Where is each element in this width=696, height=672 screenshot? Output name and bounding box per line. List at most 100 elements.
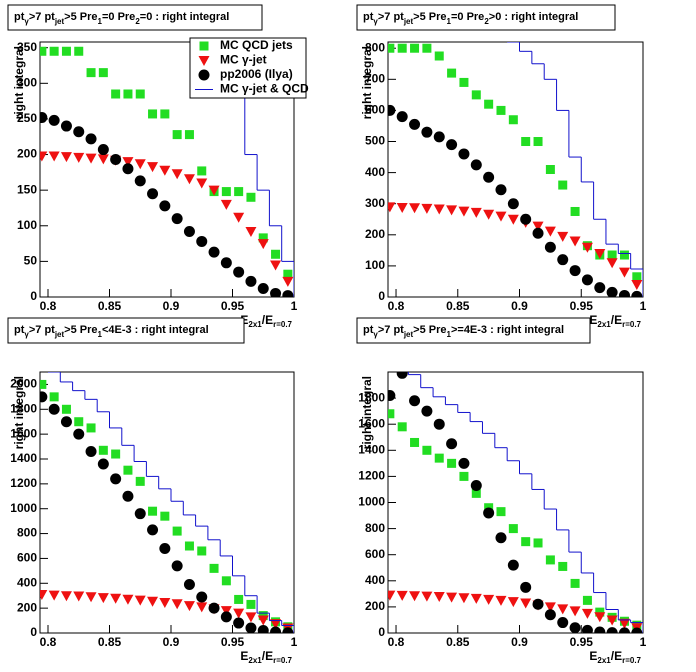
square-marker xyxy=(397,422,407,432)
y-axis-label: right integral xyxy=(12,376,26,449)
square-marker xyxy=(508,524,518,534)
chart-title: ptγ>7 ptjet>5 Pre1=0 Pre2>0 : right inte… xyxy=(363,11,578,26)
square-marker xyxy=(74,417,84,427)
triangle-marker xyxy=(73,591,85,602)
y-tick-label: 1200 xyxy=(10,476,37,490)
y-tick-label: 100 xyxy=(365,258,385,272)
square-marker xyxy=(459,471,469,481)
y-tick-label: 350 xyxy=(17,40,37,54)
circle-marker xyxy=(446,438,458,450)
x-tick-label: 0.8 xyxy=(388,299,405,313)
triangle-marker xyxy=(134,159,146,170)
triangle-marker xyxy=(40,589,48,600)
circle-marker xyxy=(282,290,294,297)
y-tick-label: 1600 xyxy=(10,426,37,440)
square-marker xyxy=(197,166,207,176)
y-tick-label: 700 xyxy=(365,71,385,85)
square-marker xyxy=(160,109,170,119)
square-marker xyxy=(508,115,518,125)
y-tick-label: 200 xyxy=(17,600,37,614)
square-marker xyxy=(582,595,592,605)
square-marker xyxy=(61,404,71,414)
circle-marker xyxy=(183,225,195,237)
circle-marker xyxy=(544,609,556,621)
chart-title: ptγ>7 ptjet>5 Pre1>=4E-3 : right integra… xyxy=(363,324,564,339)
title-text: pt xyxy=(14,11,25,23)
triangle-marker xyxy=(48,151,60,162)
square-marker xyxy=(49,392,59,402)
title-text: >5 Pre xyxy=(413,324,446,336)
triangle-marker xyxy=(544,602,556,613)
legend-box xyxy=(189,37,307,99)
triangle-marker xyxy=(60,152,72,163)
title-text: >5 Pre xyxy=(64,324,97,336)
circle-marker xyxy=(618,627,630,633)
triangle-marker xyxy=(569,606,581,617)
circle-marker xyxy=(520,213,532,225)
triangle-marker xyxy=(594,612,606,623)
x-label-text: /E xyxy=(262,313,273,327)
circle-marker xyxy=(388,389,396,401)
circle-marker xyxy=(73,428,85,440)
circle-marker xyxy=(569,265,581,277)
square-marker xyxy=(123,89,133,99)
square-marker xyxy=(184,541,194,551)
x-tick-label: 0.9 xyxy=(163,635,180,649)
title-text: =0 Pre xyxy=(102,11,135,23)
circle-marker xyxy=(60,416,72,428)
square-marker xyxy=(111,89,121,99)
circle-marker xyxy=(171,213,183,225)
square-marker xyxy=(40,46,47,56)
triangle-marker xyxy=(520,598,532,609)
title-subscript: γ xyxy=(24,330,29,339)
triangle-marker xyxy=(282,276,294,287)
title-subscript: γ xyxy=(373,17,378,26)
plot-frame xyxy=(387,41,644,298)
x-tick-label: 1 xyxy=(291,635,298,649)
x-tick-label: 0.95 xyxy=(570,299,594,313)
circle-marker xyxy=(631,627,643,633)
panel: ptγ>7 ptjet>5 Pre1>=4E-3 : right integra… xyxy=(356,317,647,665)
triangle-marker xyxy=(257,239,269,250)
y-tick-label: 200 xyxy=(365,599,385,613)
square-marker xyxy=(595,607,605,617)
y-tick-label: 50 xyxy=(24,254,38,268)
square-marker xyxy=(632,272,642,282)
square-marker xyxy=(271,249,281,259)
circle-marker xyxy=(507,198,519,210)
square-marker xyxy=(221,576,231,586)
triangle-marker xyxy=(171,599,183,610)
x-tick-label: 0.85 xyxy=(446,299,470,313)
square-marker xyxy=(459,77,469,87)
chart-title: ptγ>7 ptjet>5 Pre1<4E-3 : right integral xyxy=(14,324,209,339)
title-subscript: jet xyxy=(54,330,65,339)
plot-frame xyxy=(39,371,295,634)
title-text: >7 pt xyxy=(29,324,55,336)
y-tick-label: 250 xyxy=(17,111,37,125)
square-marker xyxy=(422,43,432,53)
circle-marker xyxy=(48,114,60,126)
circle-marker xyxy=(282,627,294,633)
y-axis-label: right integral xyxy=(360,376,374,449)
circle-marker xyxy=(147,524,159,536)
square-marker xyxy=(98,445,108,455)
y-tick-label: 300 xyxy=(365,196,385,210)
data-area xyxy=(388,372,643,633)
x-tick-label: 1 xyxy=(640,299,647,313)
triangle-marker xyxy=(606,258,618,269)
circle-marker xyxy=(40,391,48,403)
square-marker xyxy=(570,578,580,588)
panel: ptγ>7 ptjet>5 Pre1<4E-3 : right integral… xyxy=(7,317,298,665)
y-tick-label: 300 xyxy=(17,75,37,89)
x-label-text: E xyxy=(240,649,248,663)
square-marker xyxy=(209,563,219,573)
square-marker xyxy=(258,233,268,243)
circle-marker xyxy=(483,507,495,519)
square-marker xyxy=(234,594,244,604)
x-label-subscript: r=0.7 xyxy=(622,656,641,665)
triangle-marker xyxy=(97,593,109,604)
x-tick-label: 0.8 xyxy=(40,299,57,313)
triangle-marker xyxy=(495,595,507,606)
y-tick-label: 600 xyxy=(365,103,385,117)
y-tick-label: 0 xyxy=(378,625,385,639)
